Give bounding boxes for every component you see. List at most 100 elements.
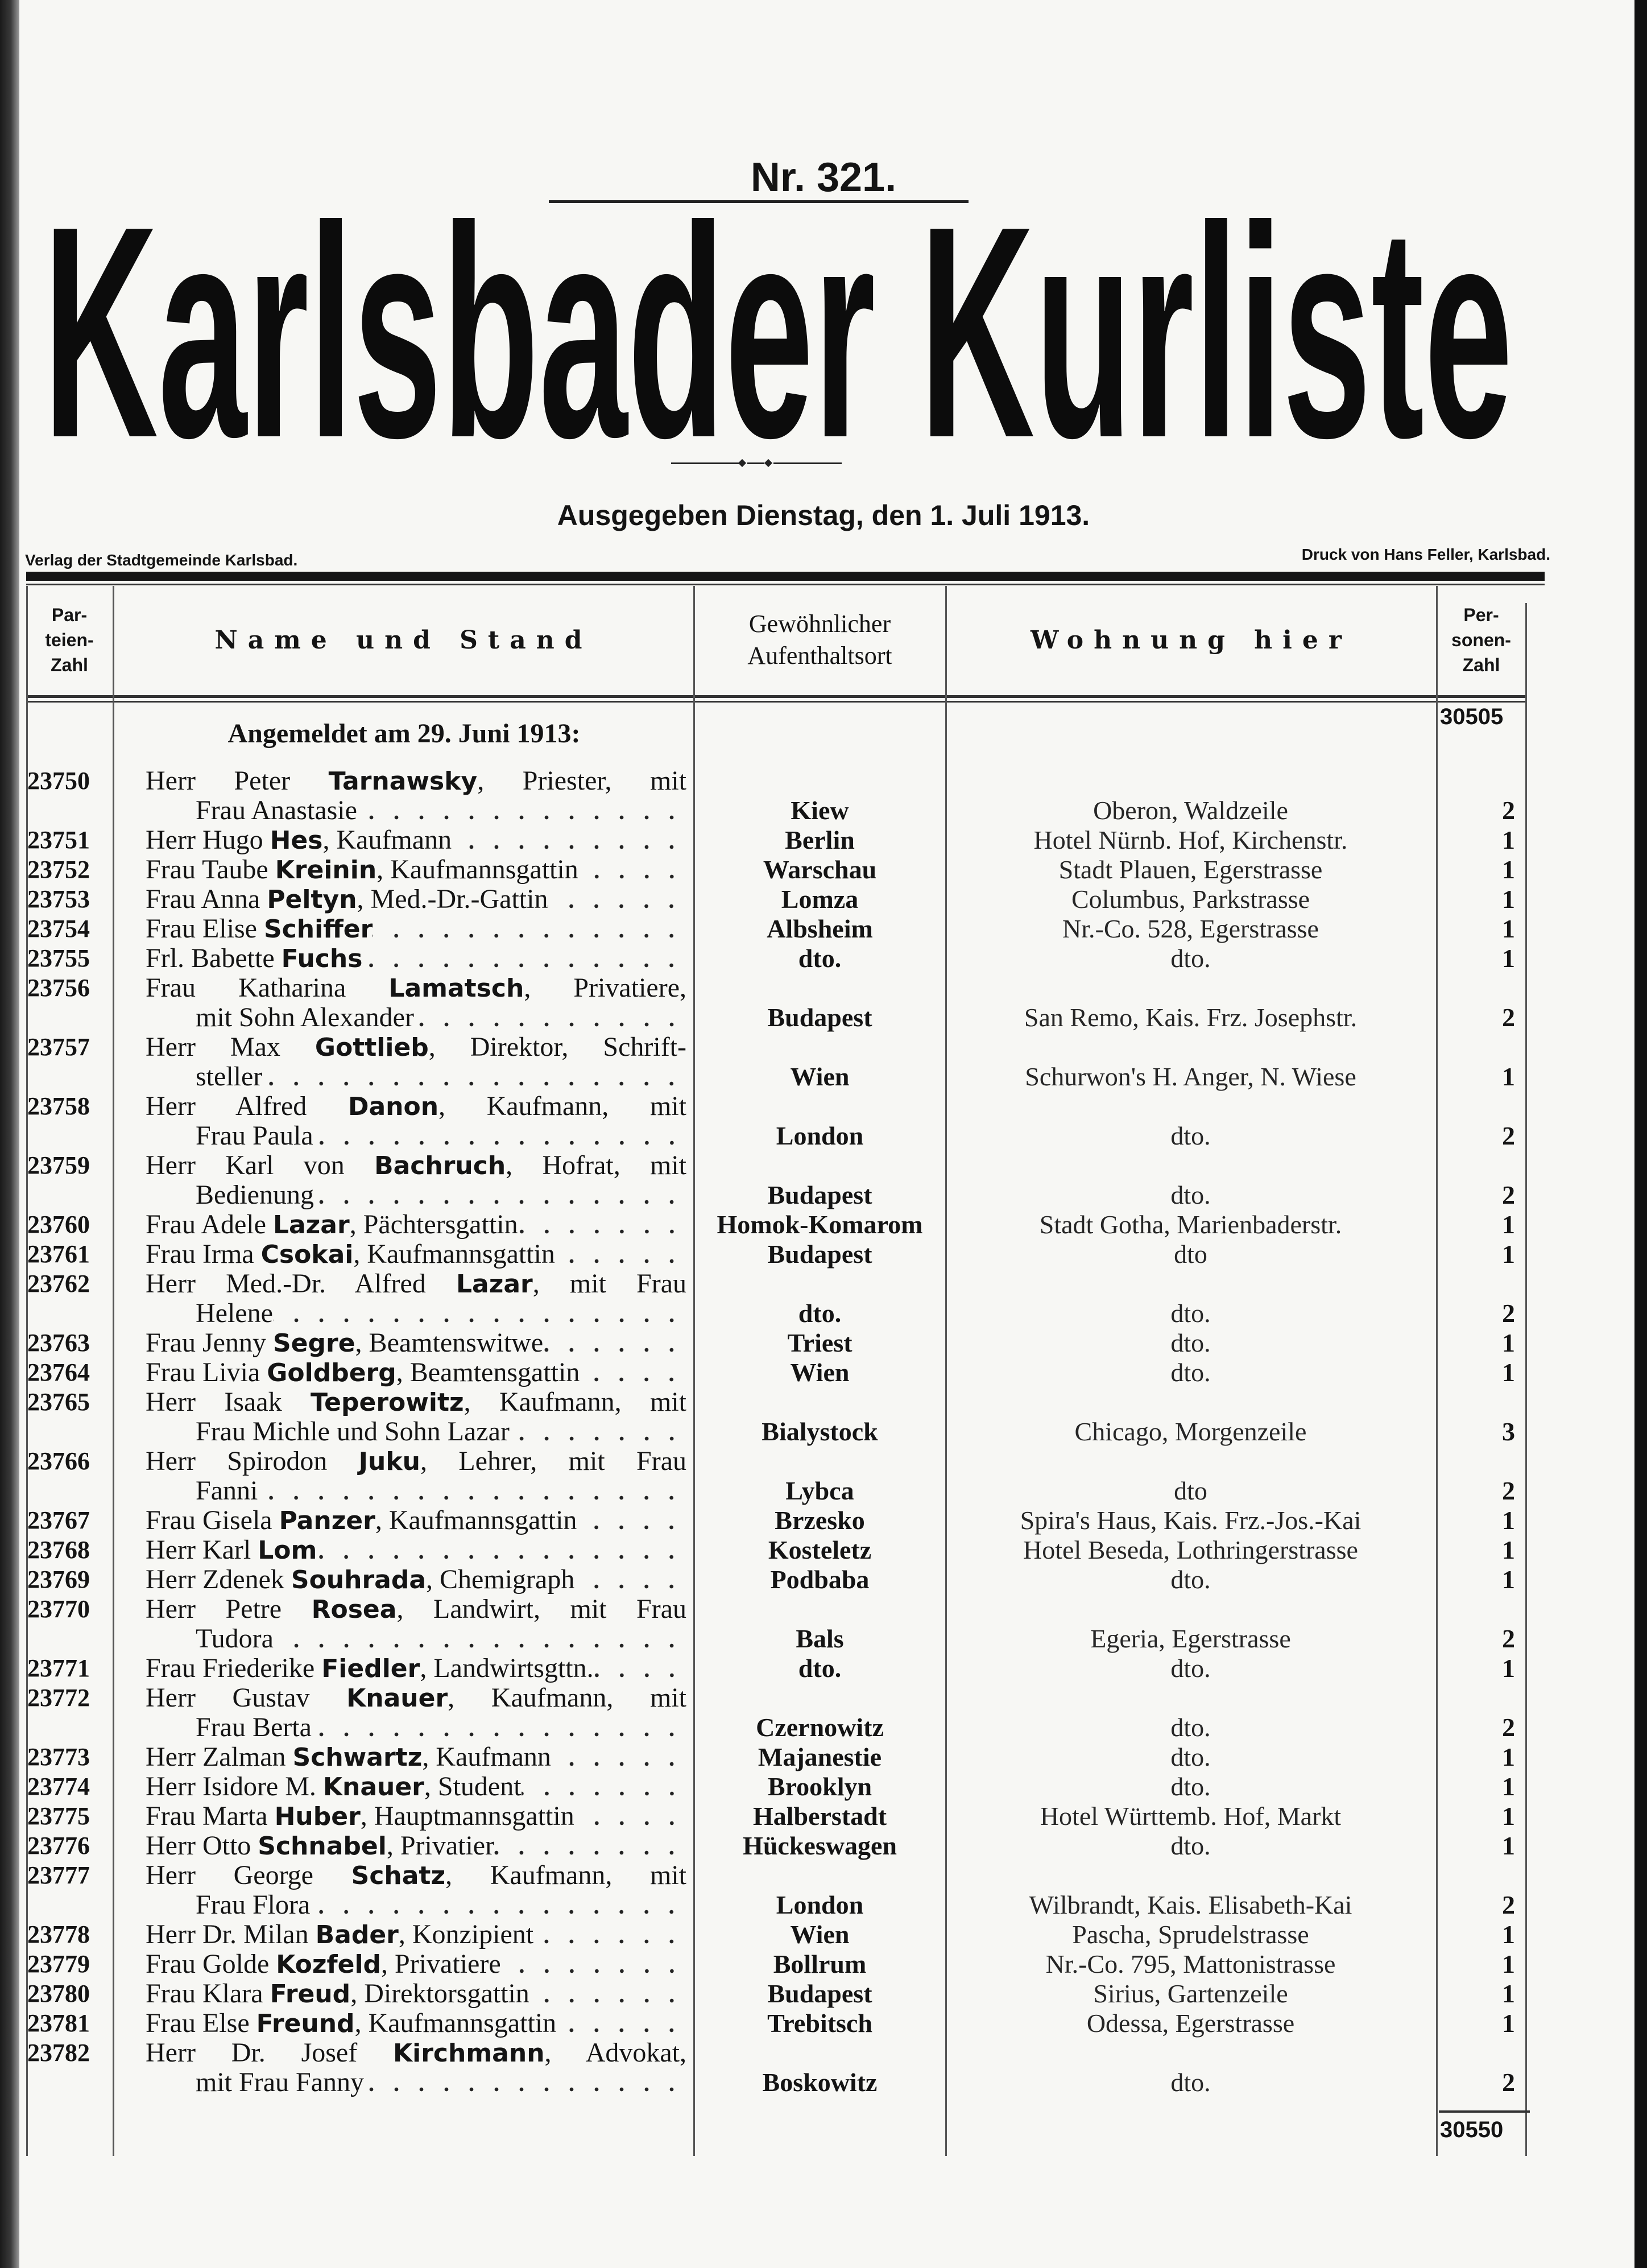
surname: Csokai	[260, 1240, 354, 1269]
name-and-status: Herr Otto Schnabel, Privatier	[114, 1831, 694, 1861]
row-margin	[0, 825, 26, 855]
name-and-status: Herr Med.-Dr. Alfred Lazar, mit Frau Hele…	[114, 1269, 694, 1328]
person-count: 1	[1502, 1328, 1515, 1357]
person-count: 2	[1502, 796, 1515, 825]
table-row: 23771 Frau Friederike Fiedler, Landwirtsg…	[0, 1654, 1647, 1683]
name-line: Herr Peter Tarnawsky, Priester, mit	[146, 766, 686, 796]
name-text: Frau Marta Huber, Hauptmannsgattin	[146, 1802, 574, 1832]
name-and-status: Frau Else Freund, Kaufmannsgattin	[114, 2009, 694, 2038]
leader-dots	[578, 855, 686, 885]
name-text: Herr Gustav Knauer, Kaufmann, mit	[146, 1683, 686, 1713]
surname: Fuchs	[281, 944, 363, 973]
residence: Budapest	[767, 1180, 872, 1209]
leader-dots	[362, 944, 686, 973]
row-margin	[0, 1920, 26, 1949]
name-and-status: Frau Katharina Lamatsch, Privatiere, mit …	[114, 973, 694, 1032]
lodging: Sirius, Gartenzeile	[1093, 1979, 1288, 2008]
name-line: Herr Max Gottlieb, Direktor, Schrift-	[146, 1032, 686, 1063]
name-line: Herr Gustav Knauer, Kaufmann, mit	[146, 1683, 686, 1713]
lodging: Nr.-Co. 795, Mattonistrasse	[1045, 1949, 1336, 1978]
name-text: Herr Hugo Hes, Kaufmann	[146, 825, 452, 856]
registration-date: Angemeldet am 29. Juni 1913:	[227, 718, 581, 749]
lodging: dto.	[1170, 1831, 1211, 1860]
title-and-firstname: Frau Golde	[146, 1949, 276, 1979]
name-and-status: Frl. Babette Fuchs	[114, 944, 694, 973]
name-continuation: steller	[196, 1061, 263, 1092]
column-line	[1436, 586, 1438, 2156]
surname: Juku	[358, 1447, 420, 1476]
name-continuation: Tudora	[196, 1623, 274, 1654]
person-count: 1	[1502, 1358, 1515, 1387]
name-and-status: Herr Petre Rosea, Landwirt, mit Frau Tudo…	[114, 1594, 694, 1654]
residence: Budapest	[767, 1003, 872, 1032]
title-and-firstname: Frau Gisela	[146, 1505, 279, 1535]
name-and-status: Herr George Schatz, Kaufmann, mit Frau Fl…	[114, 1861, 694, 1920]
printer: Druck von Hans Feller, Karlsbad.	[1301, 546, 1550, 563]
row-margin	[0, 1447, 26, 1476]
surname: Fiedler	[321, 1654, 420, 1683]
leader-dots	[533, 1920, 686, 1949]
occupation: , Kaufmann	[322, 825, 452, 855]
party-number: 23753	[27, 885, 90, 913]
occupation: , Kaufmann	[422, 1742, 551, 1772]
table-row: 23773 Herr Zalman Schwartz, Kaufmann Majan…	[0, 1742, 1647, 1772]
surname: Schatz	[351, 1861, 446, 1890]
occupation: , Kaufmannsgattin	[354, 2008, 557, 2038]
issue-underline	[549, 200, 969, 203]
leader-dots	[311, 1713, 686, 1742]
row-margin	[0, 1683, 26, 1713]
column-line	[1525, 603, 1527, 2156]
party-number: 23769	[27, 1565, 90, 1593]
issue-date: Ausgegeben Dienstag, den 1. Juli 1913.	[557, 499, 1090, 531]
party-number: 23754	[27, 915, 90, 943]
occupation: , Landwirt, mit Frau	[396, 1594, 686, 1624]
person-count: 1	[1502, 1506, 1515, 1535]
party-number: 23760	[27, 1211, 90, 1238]
name-line: Herr Petre Rosea, Landwirt, mit Frau	[146, 1594, 686, 1625]
table-row: 23781 Frau Else Freund, Kaufmannsgattin Tr…	[0, 2009, 1647, 2038]
name-line: Frau Anna Peltyn, Med.-Dr.-Gattin	[146, 885, 686, 914]
person-count: 1	[1502, 1210, 1515, 1239]
residence: dto.	[798, 1654, 842, 1683]
table-row: 23782 Herr Dr. Josef Kirchmann, Advokat, m…	[0, 2038, 1647, 2097]
residence: Brzesko	[775, 1506, 865, 1535]
column-line	[113, 586, 114, 2156]
party-number: 23778	[27, 1920, 90, 1948]
table-row: 23780 Frau Klara Freud, Direktorsgattin Bu…	[0, 1979, 1647, 2009]
row-margin	[0, 2009, 26, 2038]
table-row: 23776 Herr Otto Schnabel, Privatier Hückes…	[0, 1831, 1647, 1861]
name-continuation-line: Frau Michle und Sohn Lazar	[146, 1417, 686, 1447]
name-continuation: Frau Flora	[196, 1890, 311, 1920]
party-number: 23771	[27, 1654, 90, 1682]
person-count: 2	[1502, 1713, 1515, 1742]
name-line: Frau Adele Lazar, Pächtersgattin	[146, 1210, 686, 1240]
occupation: , Lehrer, mit Frau	[420, 1446, 686, 1476]
name-continuation: Fanni	[196, 1476, 258, 1506]
lodging: dto.	[1170, 1180, 1211, 1209]
name-and-status: Frau Gisela Panzer, Kaufmannsgattin	[114, 1506, 694, 1535]
residence: London	[776, 1121, 864, 1150]
name-line: Herr Otto Schnabel, Privatier	[146, 1831, 686, 1861]
row-margin	[0, 1328, 26, 1358]
name-text: Herr Med.-Dr. Alfred Lazar, mit Frau	[146, 1269, 686, 1299]
name-and-status: Frau Livia Goldberg, Beamtensgattin	[114, 1358, 694, 1387]
person-count: 2	[1502, 1121, 1515, 1150]
title-and-firstname: Herr Karl von	[146, 1150, 375, 1180]
residence: London	[776, 1890, 864, 1919]
name-line: Herr Zalman Schwartz, Kaufmann	[146, 1742, 686, 1772]
name-and-status: Frau Taube Kreinin, Kaufmannsgattin	[114, 855, 694, 885]
name-text: Herr Isidore M. Knauer, Student	[146, 1772, 522, 1802]
row-margin	[0, 2038, 26, 2068]
lodging: Spira's Haus, Kais. Frz.-Jos.-Kai	[1020, 1506, 1362, 1535]
residence: Wien	[790, 1920, 850, 1949]
residence: Halberstadt	[752, 1802, 887, 1831]
leader-dots	[494, 1831, 686, 1861]
surname: Freund	[256, 2009, 355, 2038]
lodging: dto.	[1170, 1742, 1211, 1771]
party-number: 23766	[27, 1447, 90, 1475]
lodging: Chicago, Morgenzeile	[1074, 1417, 1307, 1446]
total-rule	[1439, 2110, 1530, 2113]
name-and-status: Herr Karl von Bachruch, Hofrat, mit Bedie…	[114, 1151, 694, 1210]
title-and-firstname: Herr Max	[146, 1032, 315, 1062]
occupation: , Konzipient	[398, 1919, 534, 1949]
